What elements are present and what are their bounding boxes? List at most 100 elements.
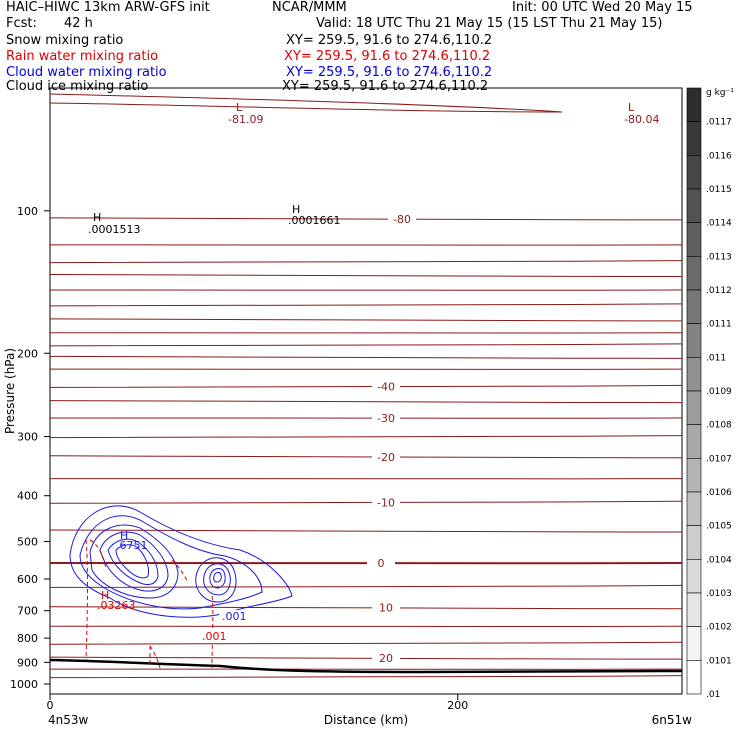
rain-water-contour [149, 645, 161, 669]
colorbar-segment [686, 289, 702, 324]
cloud-water-contour-label: .001 [222, 610, 247, 623]
colorbar-segment [686, 256, 702, 291]
cloud-water-contour [79, 515, 263, 610]
temperature-contour [49, 260, 683, 264]
rain-water-contours [85, 539, 214, 669]
valid-time: Valid: 18 UTC Thu 21 May 15 (15 LST Thu … [316, 16, 663, 31]
low-value: -80.04 [624, 113, 659, 126]
colorbar-tick-label: .0105 [706, 522, 732, 532]
terrain-surface [49, 658, 683, 674]
colorbar-tick-label: .0115 [706, 185, 732, 195]
temperature-contour [49, 289, 683, 291]
contour-label-bg [367, 556, 395, 569]
field-name-rain: Rain water mixing ratio [6, 49, 159, 64]
colorbar-segment [686, 222, 702, 257]
temperature-contour [49, 417, 683, 419]
temperature-contour [49, 561, 683, 565]
high-marker: H [93, 211, 101, 224]
x-tick-label: 0 [47, 699, 54, 712]
colorbar-segment [686, 121, 702, 156]
colorbar-tick-label: .0101 [706, 656, 732, 666]
colorbar-segment [686, 424, 702, 459]
contour-label-bg [372, 601, 400, 614]
contour-label-bg [372, 450, 400, 463]
colorbar-tick-label: .0114 [706, 219, 732, 229]
contour-label-bg [200, 630, 226, 642]
temperature-contour [49, 675, 683, 679]
cloud-water-contour [213, 572, 222, 583]
init-time: Init: 00 UTC Wed 20 May 15 [512, 0, 693, 15]
temperature-contour [49, 668, 683, 670]
colorbar-segment [686, 357, 702, 392]
high-marker: H [120, 529, 128, 542]
cloud-water-contour [209, 568, 226, 589]
temperature-contour [49, 318, 683, 322]
colorbar-tick-label: .01 [706, 690, 720, 700]
y-tick-label: 100 [17, 205, 38, 218]
rain-water-contour [211, 595, 214, 669]
colorbar-tick-label: .0106 [706, 488, 732, 498]
x-end-label: 6n51w [652, 713, 693, 727]
colorbar-segment [686, 87, 702, 122]
colorbar-segment [686, 626, 702, 661]
field-xy-rain: XY= 259.5, 91.6 to 274.6,110.2 [284, 49, 491, 64]
cloud-water-contour [115, 544, 149, 579]
temperature-contour-label: 20 [379, 652, 393, 665]
colorbar-tick-label: .0104 [706, 555, 732, 565]
high-marker: H [292, 203, 300, 216]
x-start-label: 4n53w [48, 713, 89, 727]
terrain-line [49, 658, 683, 674]
temperature-contour [49, 244, 683, 246]
colorbar-segment [686, 660, 702, 695]
temperature-contour [49, 343, 683, 347]
contour-label-bg [372, 411, 400, 424]
colorbar-tick-label: .0109 [706, 387, 732, 397]
temperature-contour [49, 435, 683, 439]
colorbar-tick-label: .0103 [706, 589, 732, 599]
field-name-cloud-water: Cloud water mixing ratio [6, 65, 167, 80]
colorbar-segment [686, 559, 702, 594]
low-value: -81.09 [228, 113, 263, 126]
temperature-contour [49, 331, 683, 334]
cloud-water-contour [203, 563, 231, 596]
y-tick-label: 500 [17, 536, 38, 549]
temperature-contour-label: -40 [377, 380, 395, 393]
contour-label-bg [372, 496, 400, 509]
contour-label-bg [219, 610, 247, 622]
model-title: HAIC–HIWC 13km ARW-GFS init [6, 0, 210, 15]
temperature-contour [49, 368, 683, 370]
y-tick-label: 400 [17, 490, 38, 503]
temperature-contour-label: 0 [378, 557, 385, 570]
colorbar-tick-label: .0113 [706, 252, 732, 262]
colorbar-tick-label: .0111 [706, 320, 732, 330]
temperature-contour-label: -30 [377, 412, 395, 425]
contour-label-bg [372, 380, 400, 393]
cloud-water-contours [69, 505, 293, 618]
x-axis: 0 200 Distance (km) 4n53w 6n51w [47, 694, 693, 727]
temperature-contour-label: 10 [379, 602, 393, 615]
cloud-water-max-value: .6751 [116, 539, 148, 552]
temperature-contour-label: -20 [377, 451, 395, 464]
cloud-water-contour [89, 524, 179, 599]
colorbar-segment [686, 390, 702, 425]
colorbar-segment [686, 188, 702, 223]
high-marker: H [101, 589, 109, 602]
y-axis: 100 200 300 400 500 600 700 800 900 1000 Pressure … [3, 205, 50, 691]
snow-max-value: .0001661 [288, 214, 341, 227]
low-marker: L [236, 101, 243, 114]
y-tick-label: 1000 [10, 678, 38, 691]
colorbar-unit-label: g kg⁻¹ [706, 88, 734, 98]
x-tick-label: 200 [447, 699, 468, 712]
field-xy-cloud-ice: XY= 259.5, 91.6 to 274.6,110.2 [282, 79, 489, 94]
x-axis-label: Distance (km) [324, 713, 408, 727]
contour-label-bg [372, 652, 400, 665]
field-name-cloud-ice: Cloud ice mixing ratio [6, 79, 149, 94]
colorbar-segment [686, 525, 702, 560]
y-tick-label: 900 [17, 656, 38, 669]
colorbar-tick-label: .011 [706, 353, 726, 363]
field-xy-cloud-water: XY= 259.5, 91.6 to 274.6,110.2 [286, 65, 493, 80]
y-tick-label: 300 [17, 431, 38, 444]
temperature-contour [49, 529, 683, 533]
temperature-contour [49, 641, 683, 645]
